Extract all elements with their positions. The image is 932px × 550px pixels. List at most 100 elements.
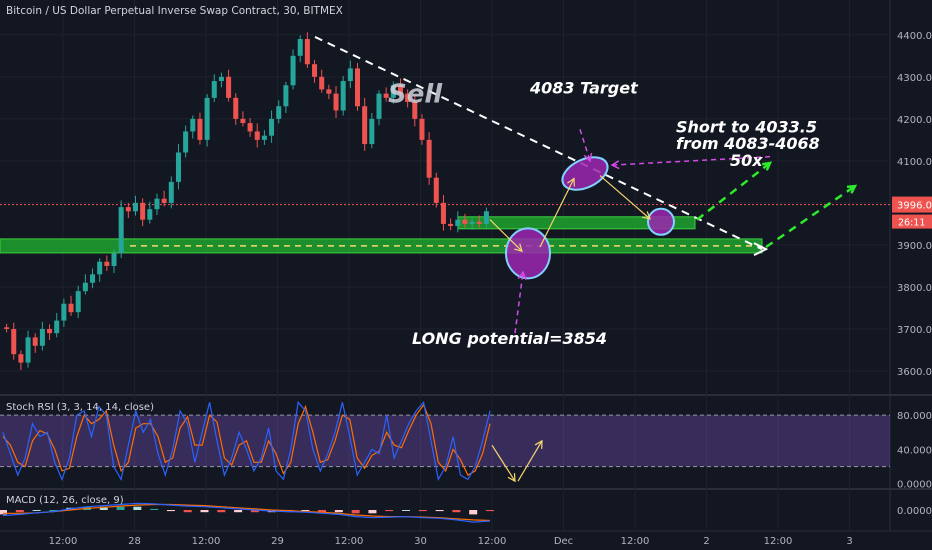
candle [261, 130, 267, 145]
candle [233, 93, 239, 125]
candle-body [11, 328, 17, 355]
arrow-shaft [599, 175, 651, 220]
x-tick-label: 30 [414, 536, 427, 547]
macd-histogram-bar [166, 510, 175, 512]
long-support-zone [0, 238, 763, 254]
candle [433, 172, 439, 208]
price-axis: 4400.04300.04200.04100.04000.03900.03800… [0, 31, 932, 378]
candle-body [54, 320, 60, 334]
candle [426, 132, 432, 185]
candle [125, 202, 131, 219]
macd-histogram-bar [368, 510, 377, 514]
candle-body [340, 81, 346, 111]
candle [147, 201, 153, 224]
candle-body [68, 303, 74, 313]
candle-body [261, 135, 267, 140]
candle-body [47, 328, 53, 334]
candle [226, 69, 232, 102]
candle [118, 200, 124, 258]
candle-body [283, 85, 289, 107]
candles [4, 32, 489, 371]
candle [204, 94, 210, 147]
last-price-value: 3996.0 [897, 201, 932, 212]
candle [297, 35, 303, 63]
candle [312, 60, 318, 83]
candle [175, 144, 181, 190]
x-tick-label: 12:00 [621, 536, 650, 547]
target-label: 4083 Target [529, 78, 639, 97]
candle-body [61, 303, 67, 321]
arrow-shaft [489, 219, 523, 252]
candle-body [39, 328, 45, 346]
candle [476, 215, 482, 228]
path-arrow [489, 219, 523, 253]
candle [104, 255, 110, 271]
candle [161, 190, 167, 207]
candle [211, 74, 217, 103]
arrow-shaft [579, 129, 591, 162]
macd-histogram-bar [250, 510, 259, 513]
candle [369, 112, 375, 149]
arrow-head [514, 243, 523, 253]
candle-body [4, 327, 10, 329]
y-tick-label: 3700.0 [897, 325, 932, 336]
downtrend-line [314, 36, 763, 251]
rsi-tick-label: 0.0000 [897, 480, 932, 491]
x-tick-label: 29 [271, 536, 284, 547]
candle-body [426, 139, 432, 178]
candle-body [75, 291, 81, 313]
candle-body [226, 76, 232, 98]
candle-body [469, 221, 475, 224]
candle-body [254, 131, 260, 140]
candle-body [161, 198, 167, 203]
projection-arrow [696, 161, 773, 221]
arrow-head [761, 161, 773, 171]
candle-body [197, 118, 203, 140]
sell-label: Sell [388, 80, 443, 110]
arrow-head [642, 211, 651, 220]
candle [39, 321, 45, 351]
macd-histogram-bar [385, 510, 394, 512]
macd-histogram-bar [351, 510, 360, 514]
macd-tick-label: 0.0000 [897, 506, 932, 517]
candle-body [476, 221, 482, 224]
macd-histogram-bar [301, 510, 310, 512]
candle [75, 285, 81, 319]
candle [333, 86, 339, 119]
candle-body [269, 118, 275, 136]
candle [440, 194, 446, 231]
chart-title: Bitcoin / US Dollar Perpetual Inverse Sw… [6, 5, 343, 17]
long-entry-circle [505, 227, 551, 280]
arrow-head [846, 184, 858, 194]
y-tick-label: 3800.0 [897, 283, 932, 294]
candle [97, 258, 103, 282]
candle [304, 32, 310, 69]
candle-body [304, 39, 310, 65]
stoch-rsi-pane: 80.0000 40.0000 0.0000 Stoch RSI (3, 3, 14,… [0, 400, 932, 491]
candle-body [240, 118, 246, 124]
x-axis: 12:00 28 12:00 29 12:00 30 12:00 Dec 12:00 2 12:00… [49, 0, 853, 547]
macd-histogram-bar [334, 510, 343, 513]
rsi-d-line [2, 403, 491, 476]
arrow-shaft [517, 440, 543, 482]
candle-body [190, 118, 196, 132]
candle-body [462, 219, 468, 224]
arrow-head [567, 177, 575, 187]
candle [61, 298, 67, 327]
callout-arrow [610, 155, 771, 170]
candle-body [433, 177, 439, 203]
candle-body [412, 102, 418, 119]
candle-body [369, 118, 375, 145]
candle [4, 323, 10, 333]
candle [269, 110, 275, 143]
short-label-line2: from 4083-4068 [676, 134, 820, 153]
candle-body [390, 85, 396, 98]
x-tick-label: 12:00 [192, 536, 221, 547]
candle [448, 218, 454, 231]
rsi-projection-arrow [491, 444, 516, 483]
candle [283, 81, 289, 113]
candle [383, 87, 389, 102]
macd-title: MACD (12, 26, close, 9) [6, 495, 124, 506]
